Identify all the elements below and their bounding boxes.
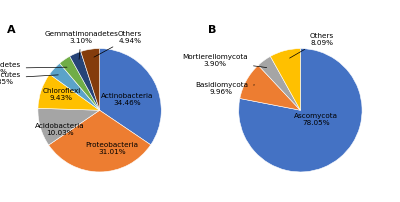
Text: Others
4.94%: Others 4.94% (94, 31, 142, 57)
Text: Bacteroidetes
3.18%: Bacteroidetes 3.18% (0, 62, 67, 75)
Wedge shape (60, 56, 100, 110)
Text: Gemmatimonadetes
3.10%: Gemmatimonadetes 3.10% (44, 31, 118, 59)
Wedge shape (240, 65, 300, 110)
Wedge shape (81, 48, 100, 110)
Wedge shape (38, 108, 100, 145)
Wedge shape (50, 63, 100, 110)
Wedge shape (258, 56, 300, 110)
Wedge shape (239, 48, 362, 172)
Wedge shape (270, 48, 300, 110)
Text: Proteobacteria
31.01%: Proteobacteria 31.01% (86, 142, 138, 155)
Wedge shape (38, 74, 100, 110)
Text: Basidiomycota
9.96%: Basidiomycota 9.96% (195, 82, 254, 95)
Text: Ascomycota
78.05%: Ascomycota 78.05% (294, 113, 338, 126)
Text: B: B (208, 25, 216, 35)
Wedge shape (70, 52, 100, 110)
Text: Mortierellomycota
3.90%: Mortierellomycota 3.90% (182, 54, 267, 67)
Wedge shape (49, 110, 151, 172)
Wedge shape (100, 48, 161, 145)
Text: Chloroflexi
9.43%: Chloroflexi 9.43% (42, 88, 80, 101)
Text: A: A (7, 25, 16, 35)
Text: Acidobacteria
10.03%: Acidobacteria 10.03% (35, 123, 84, 137)
Text: Firmicutes
3.85%: Firmicutes 3.85% (0, 72, 58, 85)
Text: Actinobacteria
34.46%: Actinobacteria 34.46% (101, 93, 154, 106)
Text: Others
8.09%: Others 8.09% (290, 33, 334, 58)
